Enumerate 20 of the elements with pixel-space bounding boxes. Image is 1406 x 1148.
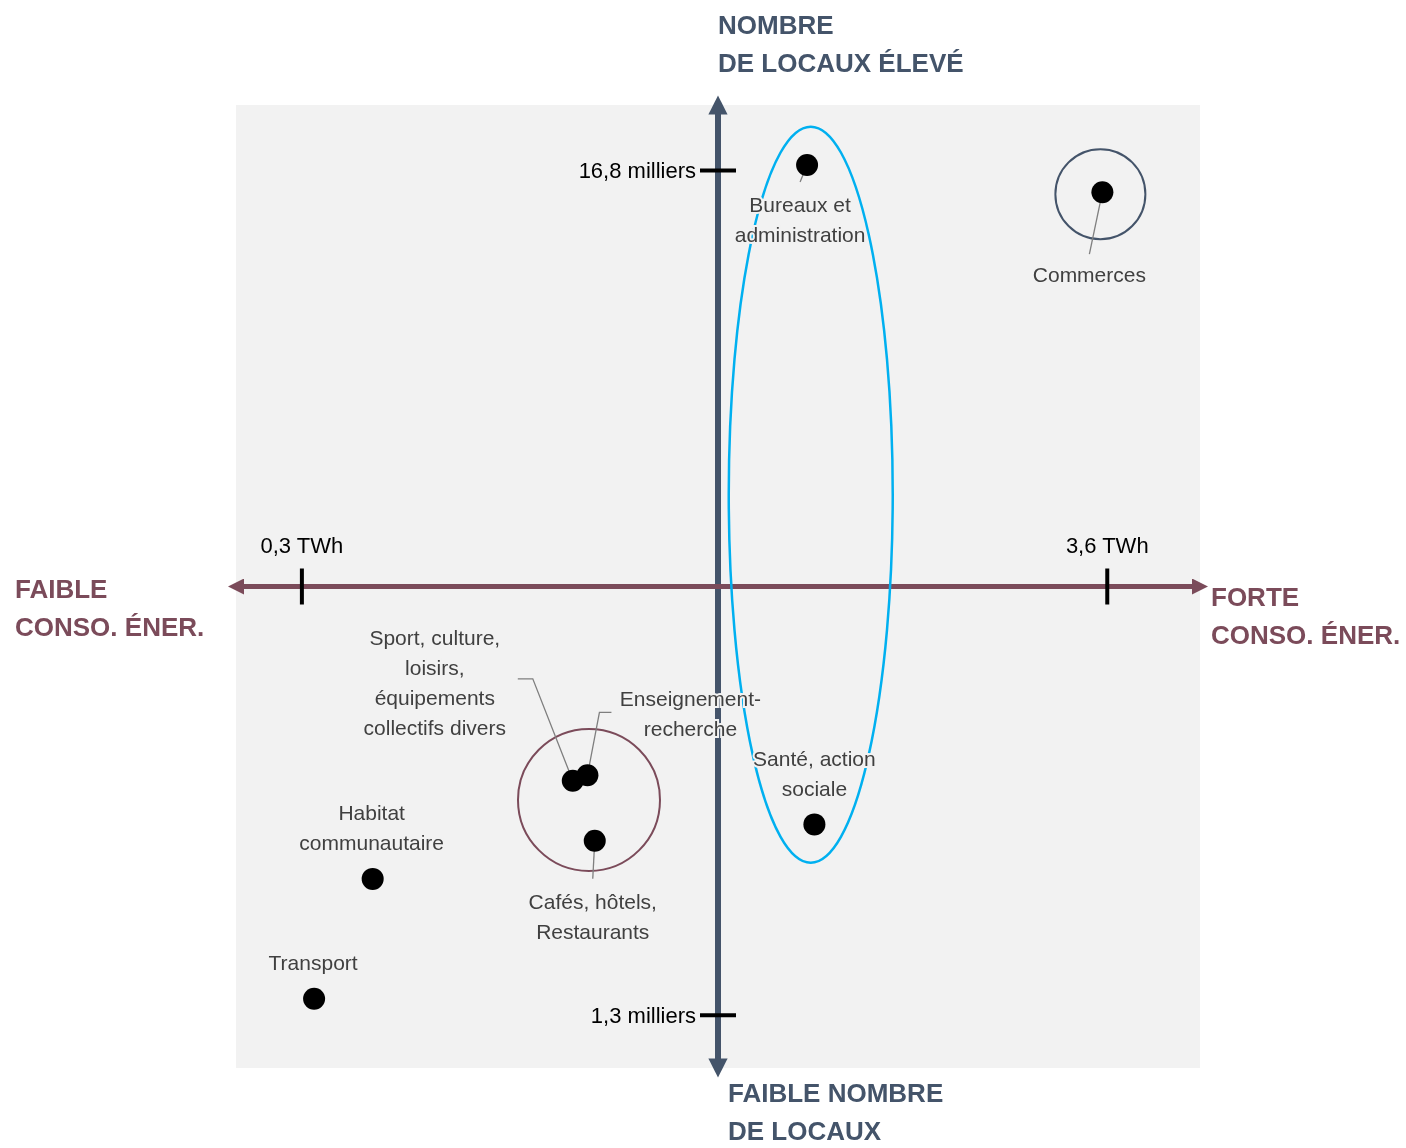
annotation: Commerces — [1032, 263, 1146, 287]
y-tick-label: 1,3 milliers — [590, 1002, 696, 1028]
text: FAIBLE CONSO. ÉNER. — [15, 574, 205, 642]
x-tick-label: 3,6 TWh — [1065, 532, 1149, 558]
text: NOMBRE DE LOCAUX ÉLEVÉ — [718, 10, 964, 78]
point — [576, 764, 599, 787]
annotation: Transport — [268, 950, 358, 974]
annotation: Cafés, hôtels, Restaurants — [528, 889, 657, 943]
y-tick-label: 16,8 milliers — [578, 157, 696, 183]
annotation: Sport, culture, loisirs, équipements collectifs divers — [363, 625, 506, 739]
text: FORTE CONSO. ÉNER. — [1211, 582, 1401, 650]
point — [1091, 181, 1114, 204]
point — [803, 813, 826, 836]
text: FAIBLE NOMBRE DE LOCAUX — [728, 1078, 944, 1146]
annotation: Habitat communautaire — [299, 800, 445, 854]
point — [303, 987, 326, 1010]
x-tick-label: 0,3 TWh — [260, 532, 344, 558]
point — [796, 153, 819, 176]
point — [583, 829, 606, 852]
point — [361, 867, 384, 890]
